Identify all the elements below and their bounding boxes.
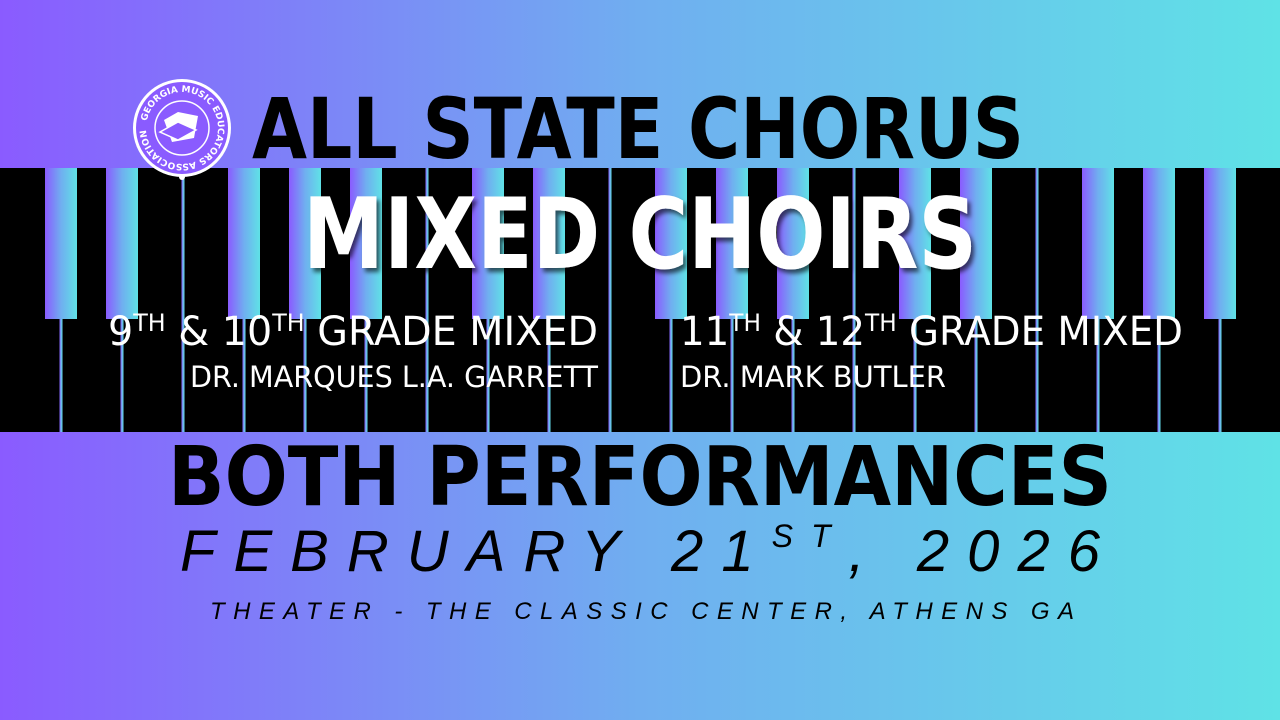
key-gap	[472, 168, 504, 319]
book-icon	[158, 121, 198, 141]
keyboard-body	[0, 168, 1280, 432]
key-divider	[425, 168, 429, 319]
key-gap	[289, 168, 321, 319]
key-divider	[791, 319, 795, 432]
key-divider	[120, 319, 124, 432]
key-divider	[669, 319, 673, 432]
choir-left-conductor: DR. MARQUES L.A. GARRETT	[190, 360, 598, 394]
piano-keyboard	[0, 168, 1280, 432]
key-divider	[303, 319, 307, 432]
key-gap	[960, 168, 992, 319]
key-gap	[533, 168, 565, 319]
key-divider	[852, 319, 856, 432]
key-gap	[45, 168, 77, 319]
key-divider	[1035, 168, 1039, 319]
key-divider	[1035, 319, 1039, 432]
key-divider	[913, 319, 917, 432]
key-divider	[608, 319, 612, 432]
key-gap	[716, 168, 748, 319]
key-gap	[1204, 168, 1236, 319]
key-gap	[1082, 168, 1114, 319]
key-divider	[974, 319, 978, 432]
choir-right-grade: 11TH & 12TH GRADE MIXED	[680, 309, 1183, 355]
choir-right: 11TH & 12TH GRADE MIXED DR. MARK BUTLER	[680, 309, 1183, 394]
key-divider	[486, 319, 490, 432]
key-gap	[899, 168, 931, 319]
key-gap	[655, 168, 687, 319]
title: ALL STATE CHORUS	[252, 80, 1024, 178]
key-divider	[608, 168, 612, 319]
subtitle: MIXED CHOIRS	[303, 178, 977, 292]
key-divider	[59, 319, 63, 432]
key-gap	[228, 168, 260, 319]
key-divider	[1218, 319, 1222, 432]
key-divider	[547, 319, 551, 432]
key-divider	[364, 319, 368, 432]
performances-heading: BOTH PERFORMANCES	[168, 430, 1112, 525]
key-gap	[106, 168, 138, 319]
choir-left: 9TH & 10TH GRADE MIXED DR. MARQUES L.A. …	[108, 309, 598, 394]
key-gap	[1143, 168, 1175, 319]
key-divider	[425, 319, 429, 432]
key-gap	[350, 168, 382, 319]
key-divider	[1096, 319, 1100, 432]
key-divider	[242, 319, 246, 432]
key-gap	[777, 168, 809, 319]
key-divider	[181, 168, 185, 319]
choir-left-grade: 9TH & 10TH GRADE MIXED	[108, 309, 598, 355]
key-divider	[730, 319, 734, 432]
key-divider	[852, 168, 856, 319]
key-divider	[1157, 319, 1161, 432]
gmea-logo: GEORGIA MUSIC EDUCATORS ASSOCIATION	[133, 79, 231, 180]
choir-right-conductor: DR. MARK BUTLER	[680, 360, 946, 394]
key-divider	[181, 319, 185, 432]
